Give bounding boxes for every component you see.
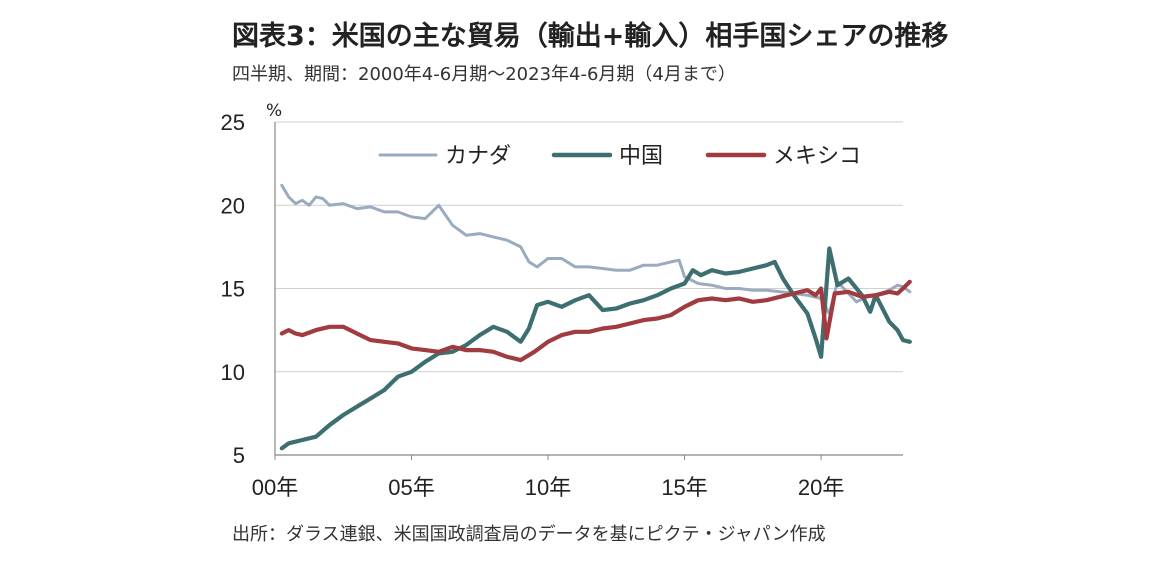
- x-tick-label-10年: 10年: [525, 475, 571, 500]
- y-tick-label-25: 25: [221, 110, 245, 135]
- y-unit-label: %: [266, 101, 282, 121]
- source-note: 出所：ダラス連銀、米国国政調査局のデータを基にピクテ・ジャパン作成: [232, 524, 826, 545]
- chart-subtitle: 四半期、期間：2000年4-6月期～2023年4-6月期（4月まで）: [232, 64, 736, 85]
- legend-label-中国: 中国: [619, 144, 663, 169]
- y-tick-label-20: 20: [221, 193, 245, 218]
- series-line-メキシコ: [279, 279, 912, 363]
- series-line-カナダ: [280, 183, 912, 315]
- legend-label-カナダ: カナダ: [445, 144, 511, 169]
- x-tick-label-00年: 00年: [252, 475, 298, 500]
- y-tick-label-10: 10: [221, 360, 245, 385]
- x-tick-label-05年: 05年: [388, 475, 434, 500]
- chart-title: 図表3：米国の主な貿易（輸出+輸入）相手国シェアの推移: [232, 21, 949, 52]
- legend-label-メキシコ: メキシコ: [773, 144, 861, 169]
- x-tick-label-15年: 15年: [661, 475, 707, 500]
- y-tick-label-5: 5: [233, 443, 245, 468]
- y-tick-label-15: 15: [221, 277, 245, 302]
- series-line-中国: [279, 246, 912, 451]
- x-tick-label-20年: 20年: [798, 475, 844, 500]
